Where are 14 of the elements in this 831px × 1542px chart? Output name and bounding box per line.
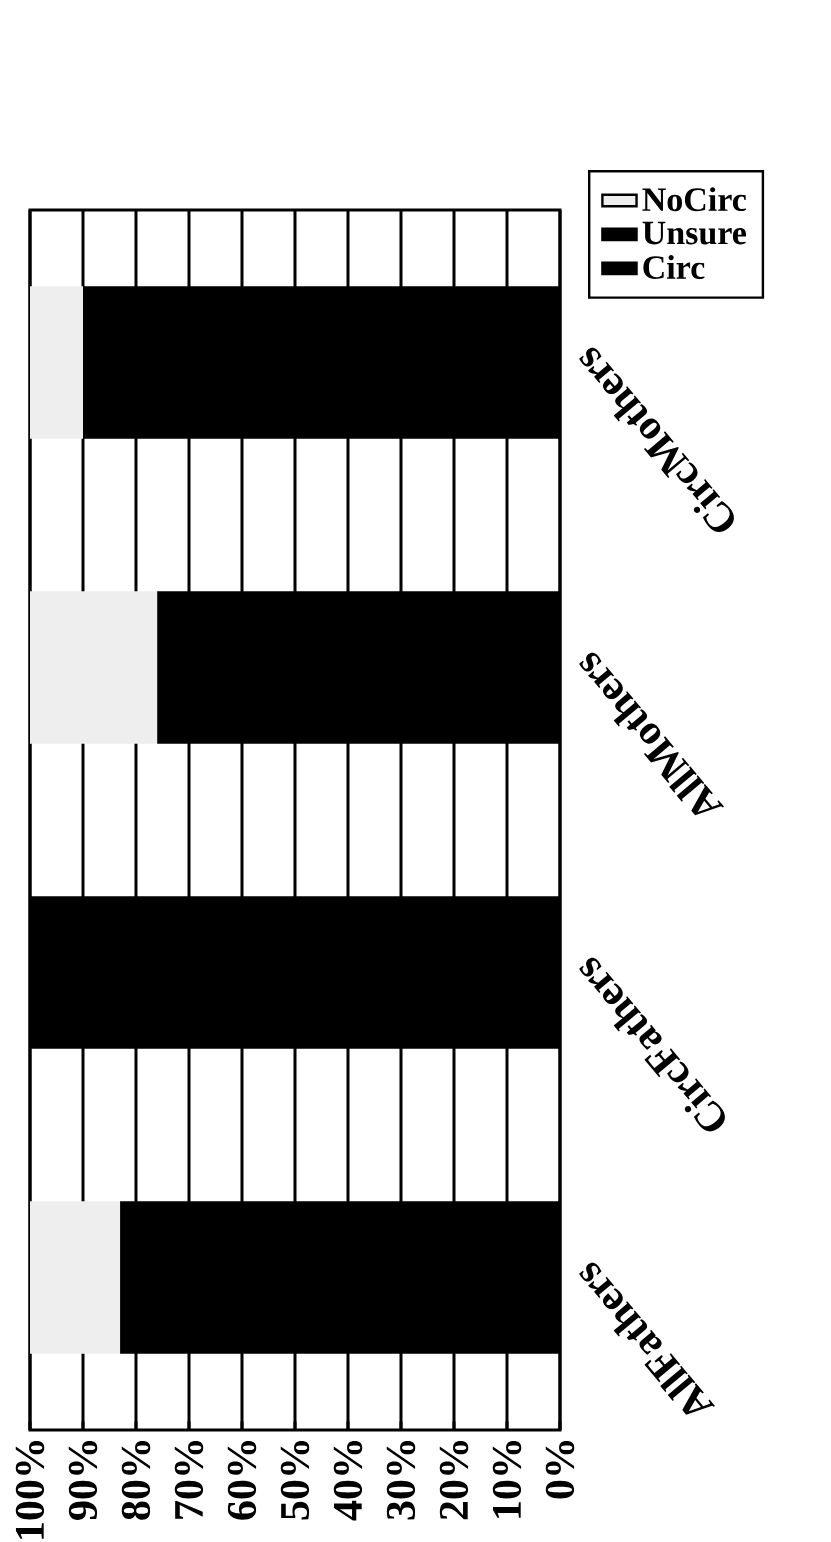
x-tick-label: 30% <box>386 1441 416 1520</box>
x-tick-label: 40% <box>333 1441 363 1521</box>
x-tick-label: 50% <box>280 1441 310 1520</box>
legend-label: NoCirc <box>642 187 747 212</box>
x-tick-label: 0% <box>545 1441 575 1499</box>
x-tick-label: 60% <box>227 1441 257 1520</box>
legend-label: Circ <box>643 255 705 279</box>
x-tick-label: 100% <box>15 1441 45 1539</box>
x-tick-label: 90% <box>68 1441 98 1520</box>
x-tick-label: 20% <box>439 1441 469 1520</box>
x-tick-label: 80% <box>121 1441 151 1520</box>
legend-label: Unsure <box>642 221 747 245</box>
x-tick-label: 10% <box>492 1441 522 1518</box>
x-tick-label: 70% <box>174 1441 204 1519</box>
